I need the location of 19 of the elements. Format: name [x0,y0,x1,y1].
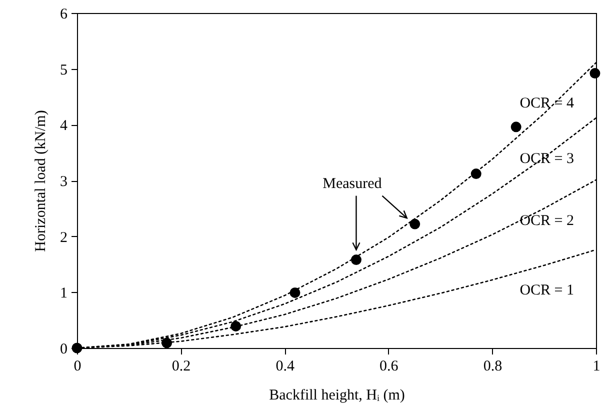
y-tick-label: 0 [60,342,68,358]
x-tick-label: 0.8 [483,358,502,374]
series-label: OCR = 1 [520,282,574,299]
series-label: OCR = 3 [520,150,574,167]
x-axis-title: Backfill height, Hᵢ (m) [269,388,405,404]
y-tick-label: 6 [60,6,68,22]
y-tick-label: 5 [60,62,68,78]
x-tick-label: 0 [74,358,82,374]
y-axis-title: Horizontal load (kN/m) [33,110,49,252]
x-tick-label: 0.2 [172,358,191,374]
x-tick-label: 0.6 [380,358,399,374]
y-tick-label: 4 [60,118,68,134]
x-tick-label: 0.4 [276,358,295,374]
text: Measured [322,176,382,192]
y-tick-label: 2 [60,230,68,246]
series-label: OCR = 2 [520,212,574,229]
x-tick-label: 1 [592,358,600,374]
y-tick-label: 1 [60,286,68,302]
y-tick-label: 3 [60,174,68,190]
